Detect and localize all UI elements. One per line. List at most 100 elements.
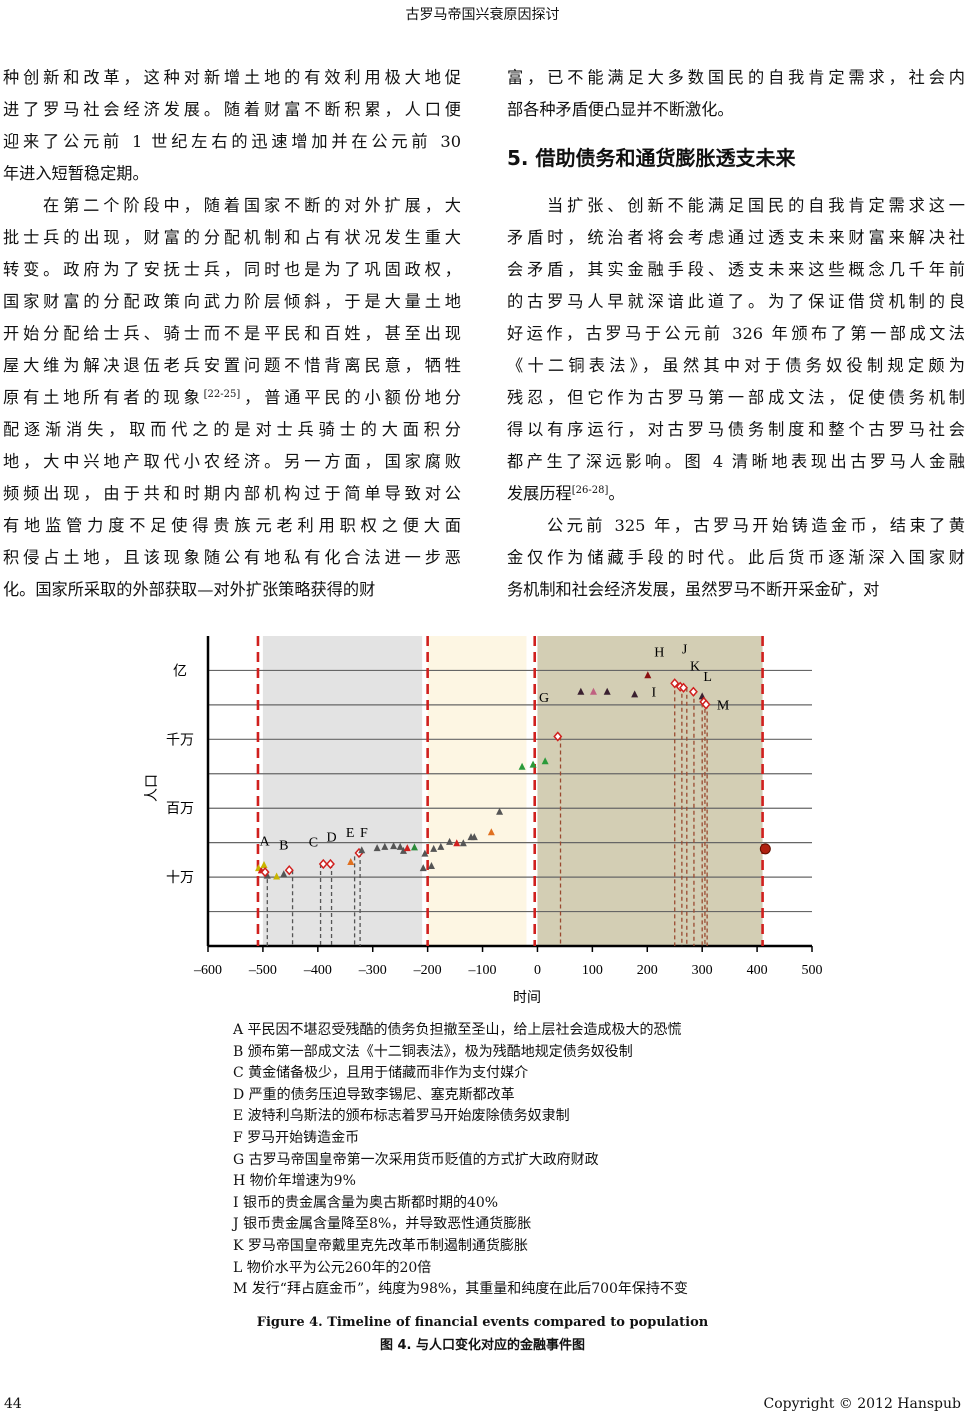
data-point-triangle bbox=[381, 842, 389, 850]
figure-legend: A 平民因不堪忍受残酷的债务负担撤至圣山，给上层社会造成极大的恐慌 B 颁布第一部… bbox=[233, 1020, 688, 1301]
legend-item: M 发行“拜占庭金币”，纯度为98%，其重量和纯度在此后700年保持不变 bbox=[233, 1281, 688, 1298]
data-point-triangle bbox=[518, 762, 526, 770]
data-point-triangle bbox=[260, 860, 268, 868]
text-line: 进了罗马社会经济发展。随着财富不断积累，人口便 bbox=[3, 100, 461, 119]
x-tick-label: –300 bbox=[358, 963, 387, 978]
data-point-triangle bbox=[453, 839, 461, 847]
x-tick-label: –600 bbox=[193, 963, 222, 978]
data-point-triangle bbox=[644, 671, 652, 679]
event-label: M bbox=[717, 699, 730, 714]
legend-item: F 罗马开始铸造金币 bbox=[233, 1129, 360, 1146]
data-point-triangle bbox=[631, 690, 639, 698]
figure-caption-en: Figure 4. Timeline of financial events c… bbox=[256, 1315, 709, 1330]
y-tick-label: 十万 bbox=[166, 870, 194, 886]
data-point-diamond bbox=[260, 867, 270, 878]
event-label: G bbox=[539, 691, 549, 706]
event-label: H bbox=[654, 645, 664, 660]
text-line: 都产生了深远影响。图 4 清晰地表现出古罗马人金融 bbox=[507, 452, 965, 471]
data-point-triangle bbox=[421, 849, 429, 857]
event-label: B bbox=[279, 839, 288, 854]
data-point-triangle bbox=[430, 844, 438, 852]
legend-item: H 物价年增速为9% bbox=[233, 1173, 356, 1190]
legend-item: A 平民因不堪忍受残酷的债务负担撤至圣山，给上层社会造成极大的恐慌 bbox=[233, 1022, 682, 1038]
x-tick-label: 100 bbox=[582, 963, 603, 978]
data-point-diamond bbox=[701, 699, 711, 710]
text-line: 富，已不能满足大多数国民的自我肯定需求，社会内 bbox=[507, 68, 965, 87]
event-label: A bbox=[259, 834, 270, 849]
x-tick-label: –500 bbox=[248, 963, 277, 978]
legend-item: G 古罗马帝国皇帝第一次采用货币贬值的方式扩大政府财政 bbox=[233, 1151, 599, 1168]
figure-4-chart: –600 –500 –400 –300 –200 –100 0 100 200 300 400 500… bbox=[144, 636, 823, 1006]
text-line: 《十二铜表法》，虽然其中对于债务奴役制规定颇为 bbox=[507, 356, 965, 375]
text-line: 年进入短暂稳定期。 bbox=[3, 164, 149, 183]
data-point-triangle bbox=[487, 828, 495, 836]
text-line: 得以有序运行，对古罗马债务制度和整个古罗马社会 bbox=[507, 420, 965, 439]
text-line: 种创新和改革，这种对新增土地的有效利用极大地促 bbox=[3, 68, 461, 87]
text-line: 金仅作为储藏手段的时代。此后货币逐渐深入国家财 bbox=[507, 548, 965, 567]
right-column: 富，已不能满足大多数国民的自我肯定需求，社会内 部各种矛盾便凸显并不断激化。 5. … bbox=[507, 62, 965, 606]
text-line: 地，大中兴地产取代小农经济。另一方面，国家腐败 bbox=[3, 452, 461, 471]
shaded-period bbox=[427, 636, 527, 946]
x-tick-label: –400 bbox=[303, 963, 332, 978]
data-point-triangle bbox=[427, 861, 435, 869]
data-point-triangle bbox=[529, 760, 537, 768]
data-point-diamond bbox=[318, 858, 328, 870]
event-label: C bbox=[309, 835, 318, 850]
legend-item: D 严重的债务压迫导致李锡尼、塞克斯都改革 bbox=[233, 1086, 515, 1103]
text-line: 当扩张、创新不能满足国民的自我肯定需求这一 bbox=[547, 196, 965, 215]
data-point-triangle bbox=[403, 844, 411, 852]
data-point-triangle bbox=[347, 857, 355, 865]
x-tick-label: 500 bbox=[802, 963, 823, 978]
event-label: D bbox=[326, 830, 336, 845]
event-label: L bbox=[703, 670, 712, 685]
data-point-triangle bbox=[459, 839, 467, 847]
data-point-triangle bbox=[410, 843, 418, 851]
left-column: 种创新和改革，这种对新增土地的有效利用极大地促 进了罗马社会经济发展。随着财富不断… bbox=[3, 62, 461, 606]
legend-item: J 银币贵金属含量降至8%，并导致恶性通货膨胀 bbox=[233, 1216, 532, 1233]
text-line: 矛盾时，统治者将会考虑通过透支未来财富来解决社 bbox=[507, 228, 965, 247]
text-line: 屋大维为解决退伍老兵安置问题不惜背离民意，牺牲 bbox=[3, 356, 461, 375]
data-point-triangle bbox=[396, 842, 404, 850]
text-line: 在第二个阶段中，随着国家不断的对外扩展，大 bbox=[43, 196, 461, 215]
text-line: 有地监管力度不足使得贵族元老利用职权之便大面 bbox=[3, 516, 461, 535]
data-point-diamond bbox=[553, 731, 563, 742]
y-tick-label: 百万 bbox=[166, 801, 194, 817]
data-point-triangle bbox=[496, 807, 504, 815]
data-point-triangle bbox=[273, 872, 281, 880]
text-line: 频频出现，由于共和时期内部机构过于简单导致对公 bbox=[3, 484, 461, 503]
running-header: 古罗马帝国兴衰原因探讨 bbox=[405, 7, 560, 23]
text-line: 会矛盾，其实金融手段、透支未来这些概念几千年前 bbox=[507, 260, 965, 279]
legend-item: K 罗马帝国皇帝戴里克先改革币制遏制通货膨胀 bbox=[233, 1237, 528, 1254]
data-point-diamond bbox=[325, 858, 335, 870]
text-line: 配逐渐消失，取而代之的是对士兵骑士的大面积分 bbox=[3, 420, 461, 439]
y-axis-label: 人口 bbox=[144, 774, 160, 802]
data-point-triangle bbox=[263, 871, 271, 879]
paragraph: 当扩张、创新不能满足国民的自我肯定需求这一矛盾时，统治者将会考虑通过透支未来财富… bbox=[507, 190, 965, 510]
x-tick-label: 300 bbox=[692, 963, 713, 978]
y-tick-label: 亿 bbox=[173, 663, 187, 679]
x-axis-label: 时间 bbox=[513, 990, 541, 1006]
event-label: E bbox=[346, 826, 355, 841]
data-point-triangle bbox=[280, 870, 288, 878]
x-tick-label: 0 bbox=[534, 963, 541, 978]
citation: [26-28] bbox=[571, 485, 609, 496]
text-line: 国家财富的分配政策向武力阶层倾斜，于是大量土地 bbox=[3, 292, 461, 311]
data-point-triangle bbox=[437, 842, 445, 850]
x-tick-label: –200 bbox=[413, 963, 442, 978]
data-point-triangle bbox=[446, 837, 454, 845]
text-line: 迎来了公元前 1 世纪左右的迅速增加并在公元前 30 bbox=[3, 132, 461, 151]
text-line: 化。国家所采取的外部获取—对外扩张策略获得的财 bbox=[3, 580, 376, 599]
shaded-period bbox=[537, 636, 763, 946]
event-label: K bbox=[690, 659, 700, 674]
copyright: Copyright © 2012 Hanspub bbox=[763, 1396, 961, 1412]
data-point-circle bbox=[759, 843, 771, 855]
citation: [22-25] bbox=[203, 389, 241, 400]
data-point-triangle bbox=[358, 846, 366, 854]
text-line: 批士兵的出现，财富的分配机制和占有状况发生重大 bbox=[3, 228, 461, 247]
text-line: 开始分配给士兵、骑士而不是平民和百姓，甚至出现 bbox=[3, 324, 461, 343]
text-line: 部各种矛盾便凸显并不断激化。 bbox=[507, 100, 734, 119]
data-point-triangle bbox=[541, 757, 549, 765]
data-point-triangle bbox=[577, 687, 585, 695]
legend-item: L 物价水平为公元260年的20倍 bbox=[233, 1259, 432, 1276]
data-point-diamond bbox=[670, 678, 680, 689]
